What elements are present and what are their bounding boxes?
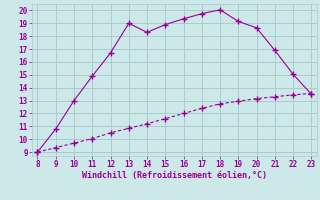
X-axis label: Windchill (Refroidissement éolien,°C): Windchill (Refroidissement éolien,°C) [82, 171, 267, 180]
